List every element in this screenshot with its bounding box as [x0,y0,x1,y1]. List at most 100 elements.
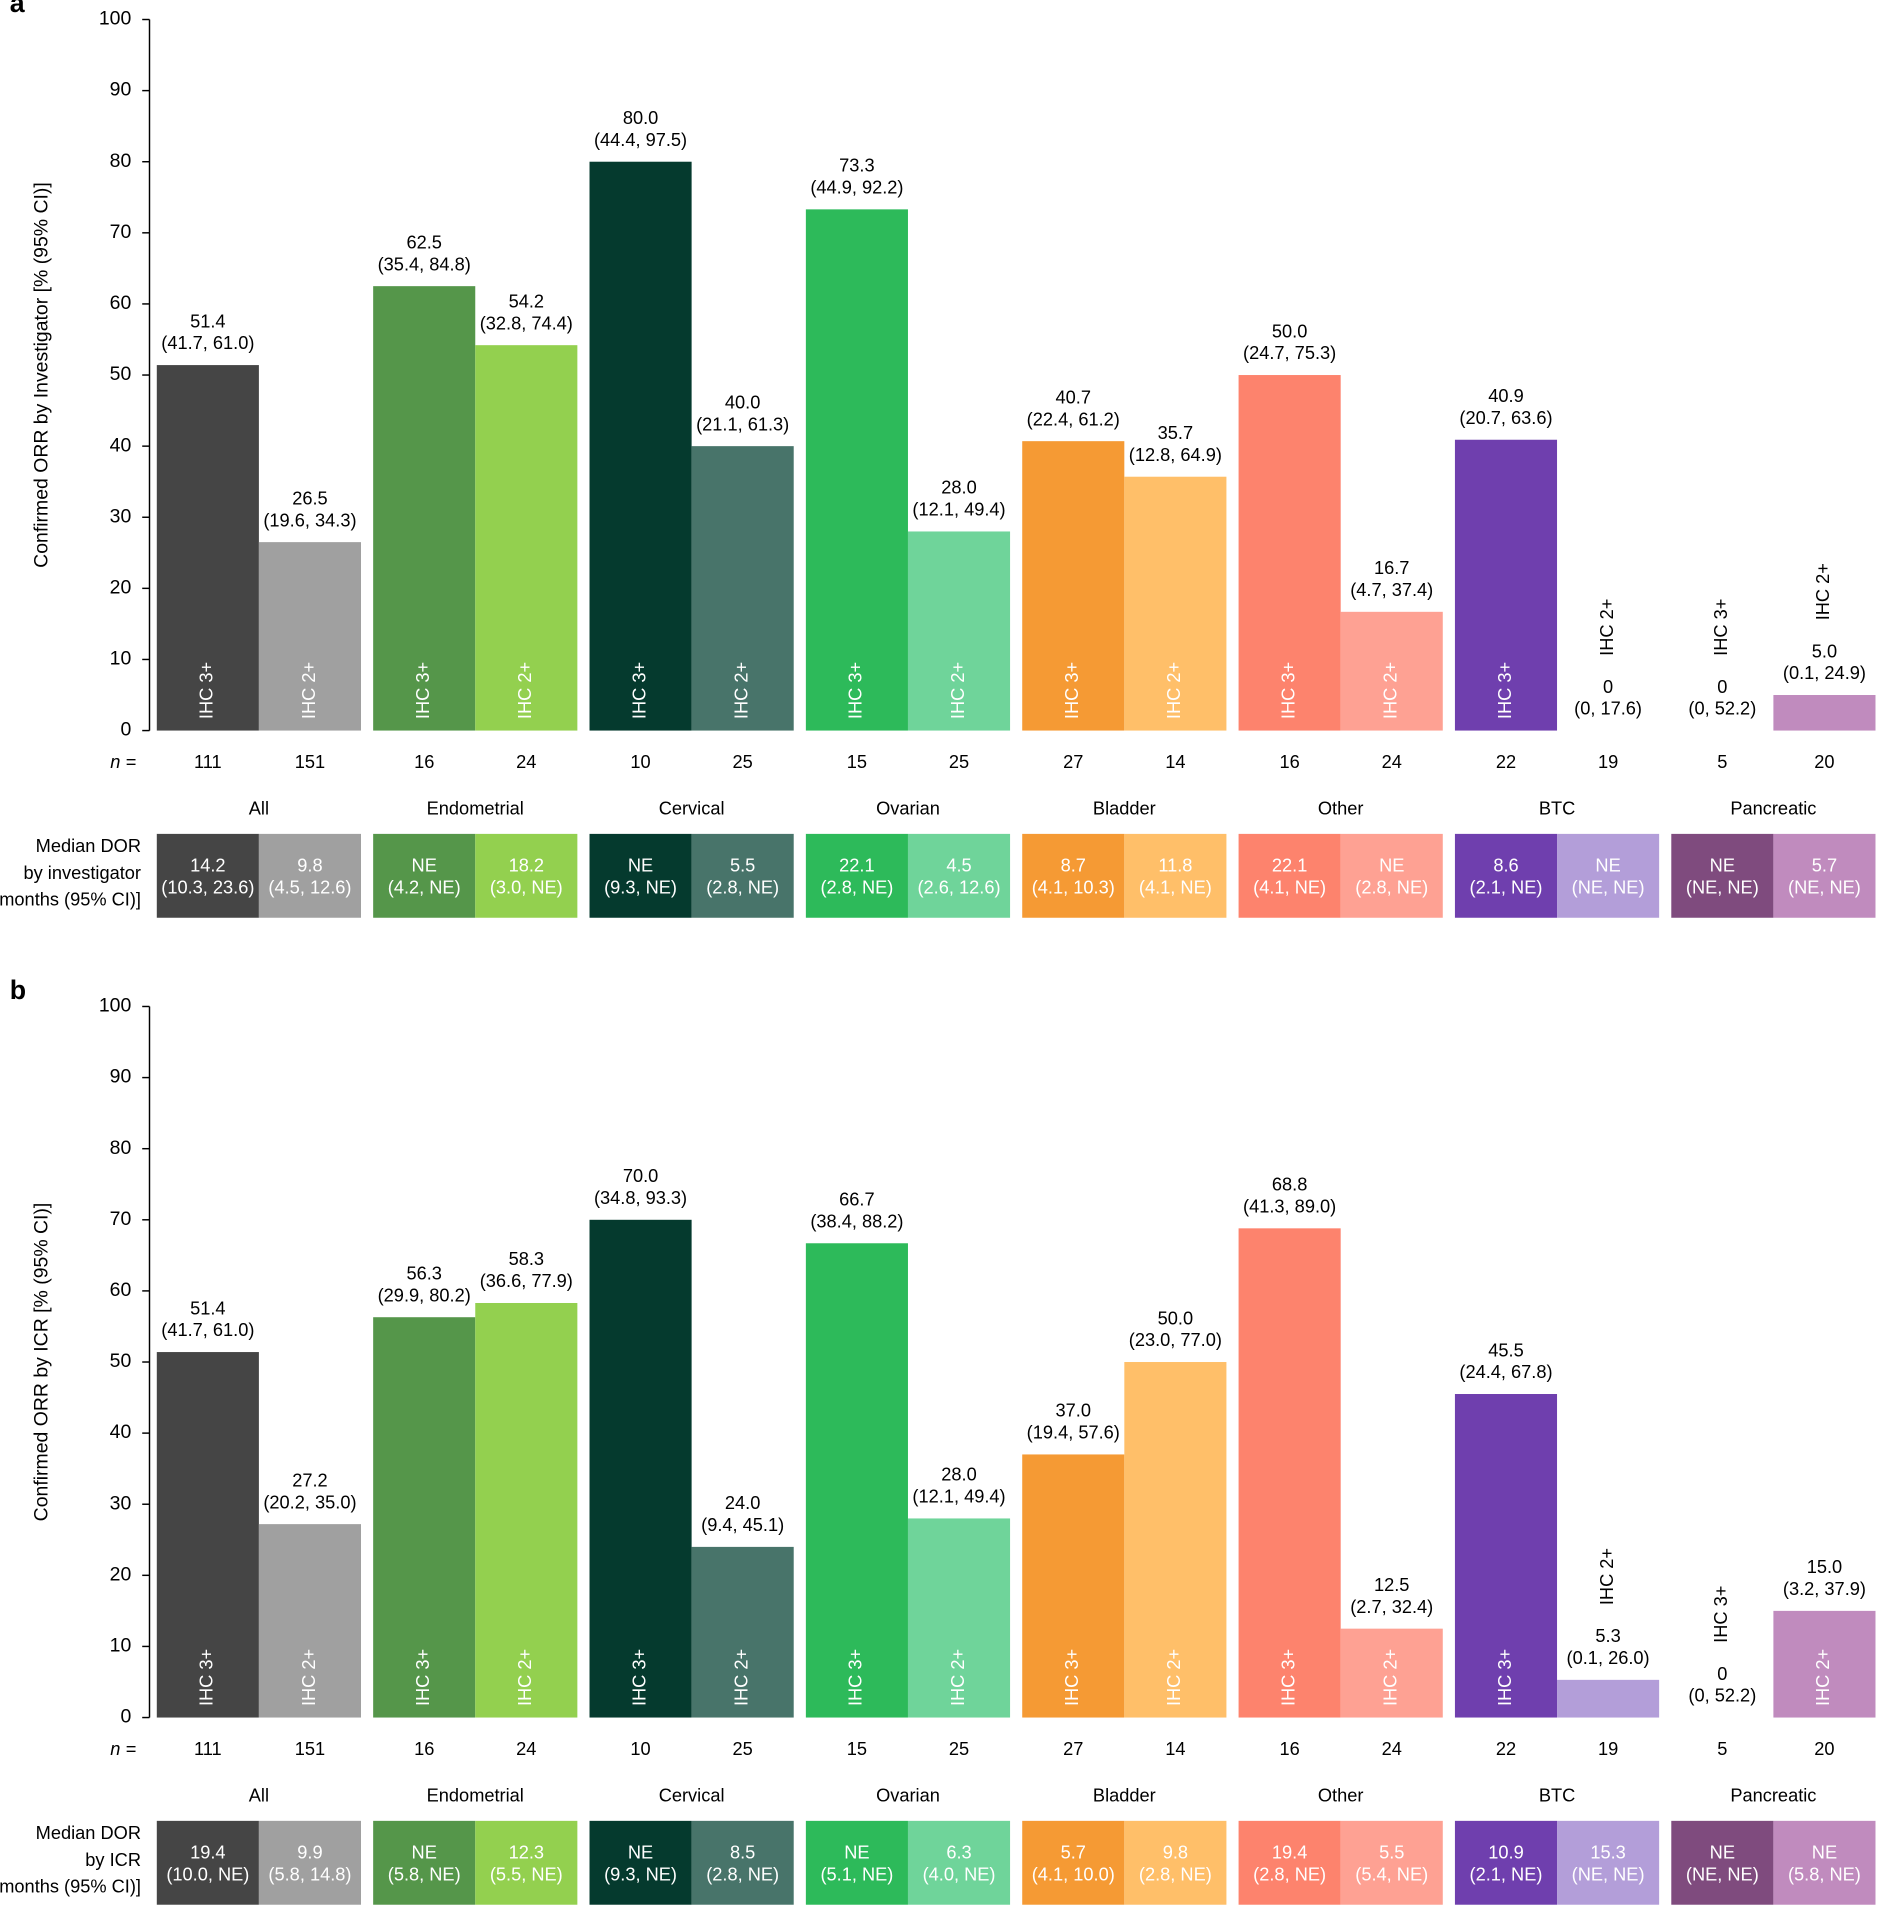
bar [475,345,578,731]
value-label: 24.0 [725,1492,760,1513]
dor-cell [1454,833,1558,918]
dor-ci: (4.1, NE) [1139,876,1212,897]
ihc-label: IHC 2+ [730,662,751,719]
y-axis-label: Confirmed ORR by ICR [% (95% CI)] [31,1203,53,1522]
ci-label: (12.8, 64.9) [1129,444,1222,465]
dor-value: 10.9 [1488,1841,1523,1862]
n-value: 5 [1717,751,1727,772]
dor-value: 18.2 [509,855,544,876]
ci-label: (0.1, 26.0) [1567,1647,1650,1668]
ci-label: (20.2, 35.0) [263,1491,356,1512]
ci-label: (21.1, 61.3) [696,413,789,434]
y-tick-label: 40 [110,1421,132,1443]
dor-cell [1124,833,1227,918]
dor-ci: (3.0, NE) [490,876,563,897]
n-value: 27 [1063,1738,1083,1759]
dor-value: 15.3 [1590,1841,1625,1862]
dor-value: 22.1 [839,855,874,876]
ihc-label: IHC 2+ [1380,1649,1401,1706]
dor-value: NE [1710,855,1735,876]
dor-cell [589,1820,692,1905]
dor-ci: (2.8, NE) [1139,1863,1212,1884]
value-label: 0 [1603,676,1613,697]
ci-label: (44.9, 92.2) [810,177,903,198]
bar [1022,441,1125,731]
dor-ci: (2.1, NE) [1470,876,1543,897]
n-value: 10 [630,751,650,772]
y-tick-label: 90 [110,79,132,101]
dor-value: 22.1 [1272,855,1307,876]
ihc-label: IHC 3+ [196,1649,217,1706]
bar [805,1243,908,1718]
dor-cell [1022,1820,1125,1905]
dor-cell [1557,833,1660,918]
ihc-label: IHC 3+ [1494,662,1515,719]
dor-cell [373,833,476,918]
bar [1454,439,1558,731]
dor-value: 12.3 [509,1841,544,1862]
dor-value: 4.5 [946,855,971,876]
y-axis-label: Confirmed ORR by Investigator [% (95% CI… [31,182,53,568]
value-label: 28.0 [941,1464,976,1485]
dor-cell [1454,1820,1558,1905]
ihc-label: IHC 2+ [1596,599,1617,656]
bar [475,1302,578,1718]
value-label: 50.0 [1272,320,1307,341]
value-label: 66.7 [839,1189,874,1210]
value-label: 27.2 [292,1469,327,1490]
y-tick-label: 10 [110,648,132,670]
y-tick-label: 60 [110,292,132,314]
ci-label: (19.6, 34.3) [263,509,356,530]
n-value: 24 [516,1738,536,1759]
dor-cell [1671,833,1774,918]
dor-cell [475,833,578,918]
bar [1557,1679,1660,1718]
dor-value: NE [844,1841,869,1862]
n-value: 25 [949,751,969,772]
bar [1238,1228,1341,1718]
y-tick-label: 0 [120,1706,131,1728]
n-value: 16 [414,751,434,772]
dor-value: 5.7 [1812,855,1837,876]
bar [373,286,476,731]
dor-value: NE [412,1841,437,1862]
ci-label: (35.4, 84.8) [378,253,471,274]
value-label: 0 [1717,1663,1727,1684]
value-label: 68.8 [1272,1174,1307,1195]
dor-value: NE [628,1841,653,1862]
value-label: 51.4 [190,310,225,331]
ci-label: (12.1, 49.4) [912,1486,1005,1507]
bar [1773,1610,1876,1718]
ihc-label: IHC 2+ [730,1649,751,1706]
dor-value: 11.8 [1158,855,1192,876]
y-tick-label: 10 [110,1635,132,1657]
ci-label: (41.7, 61.0) [161,1319,254,1340]
ihc-label: IHC 3+ [845,662,866,719]
ci-label: (34.8, 93.3) [594,1187,687,1208]
dor-cell [156,833,259,918]
n-value: 22 [1496,1738,1516,1759]
dor-ci: (2.1, NE) [1470,1863,1543,1884]
n-value: 5 [1717,1738,1727,1759]
value-label: 15.0 [1807,1556,1842,1577]
n-value: 16 [1279,1738,1299,1759]
ci-label: (22.4, 61.2) [1027,408,1120,429]
ihc-label: IHC 2+ [298,662,319,719]
y-tick-label: 80 [110,1137,132,1159]
dor-cell [1773,1820,1876,1905]
ci-label: (29.9, 80.2) [378,1284,471,1305]
dor-ci: (5.4, NE) [1355,1863,1428,1884]
dor-value: 9.8 [297,855,322,876]
ci-label: (23.0, 77.0) [1129,1329,1222,1350]
bar [1022,1454,1125,1718]
n-value: 19 [1598,1738,1618,1759]
dor-cell [907,833,1011,918]
ci-label: (32.8, 74.4) [480,312,573,333]
group-label: Bladder [1093,1784,1156,1805]
value-label: 26.5 [292,487,327,508]
ci-label: (0, 52.2) [1688,1685,1756,1706]
n-value: 22 [1496,751,1516,772]
ihc-label: IHC 2+ [1163,1649,1184,1706]
dor-cell [258,1820,361,1905]
